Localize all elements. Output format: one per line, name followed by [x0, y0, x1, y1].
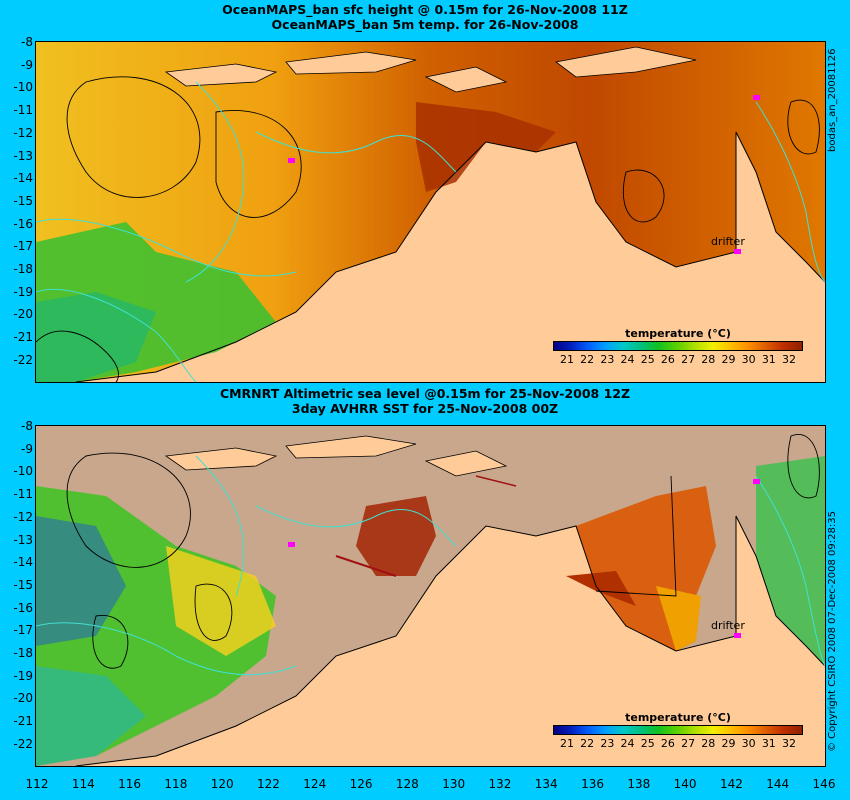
- x-tick-label: 116: [118, 777, 142, 791]
- bottom-y-tick-label: -19: [13, 668, 33, 683]
- bottom-y-tick-label: -18: [13, 646, 33, 660]
- top-y-tick-label: -11: [13, 103, 33, 118]
- bottom-colorbar-ticks: 21 22 23 24 25 26 27 28 29 30 31 32: [553, 737, 803, 750]
- top-y-tick-label: -14: [13, 171, 33, 186]
- colorbar-tick-label: 29: [721, 353, 736, 366]
- bottom-y-tick-label: -21: [13, 714, 33, 729]
- bottom-y-tick-label: -10: [13, 464, 33, 479]
- colorbar-tick-label: 31: [761, 737, 776, 750]
- x-tick-label: 134: [534, 777, 558, 791]
- bottom-title-line1: CMRNRT Altimetric sea level @0.15m for 2…: [219, 386, 631, 401]
- colorbar-tick-label: 30: [741, 737, 756, 750]
- colorbar-tick-label: 22: [580, 353, 595, 366]
- top-drifter-marker-2: [753, 95, 760, 100]
- colorbar-tick-label: 22: [580, 737, 595, 750]
- bottom-colorbar: temperature (°C) 21 22 23 24 25 26 27 28 29 30 31 3…: [553, 711, 803, 750]
- top-y-tick-label: -17: [13, 239, 33, 254]
- top-title-line2: OceanMAPS_ban 5m temp. for 26-Nov-2008: [271, 17, 579, 32]
- colorbar-tick-label: 27: [681, 737, 696, 750]
- colorbar-tick-label: 29: [721, 737, 736, 750]
- colorbar-tick-label: 26: [660, 737, 675, 750]
- x-tick-label: 140: [673, 777, 697, 791]
- top-title-line1: OceanMAPS_ban sfc height @ 0.15m for 26-…: [222, 2, 628, 17]
- colorbar-tick-label: 25: [640, 737, 655, 750]
- colorbar-tick-label: 31: [761, 353, 776, 366]
- x-tick-label: 144: [766, 777, 790, 791]
- x-tick-label: 120: [210, 777, 234, 791]
- bottom-y-tick-label: -20: [13, 691, 33, 706]
- bottom-y-tick-label: -17: [13, 623, 33, 638]
- colorbar-tick-label: 24: [620, 737, 635, 750]
- bottom-y-tick-label: -11: [13, 487, 33, 502]
- bottom-colorbar-title: temperature (°C): [625, 711, 731, 724]
- x-tick-label: 112: [25, 777, 49, 791]
- top-drifter-label: drifter: [711, 235, 745, 248]
- top-colorbar: temperature (°C) 21 22 23 24 25 26 27 28 29 30 31 3…: [553, 327, 803, 366]
- top-drifter-marker-1: [288, 158, 295, 163]
- bottom-map-panel: drifter temperature (°C) 21 22 23 24 25 26 27 2…: [35, 425, 826, 767]
- bottom-y-tick-label: -14: [13, 555, 33, 570]
- x-tick-label: 138: [627, 777, 651, 791]
- top-y-tick-label: -16: [13, 216, 33, 231]
- bottom-drifter-marker-1: [288, 542, 295, 547]
- bottom-drifter-marker-3: [734, 633, 741, 638]
- top-y-tick-label: -12: [13, 125, 33, 140]
- top-map-graphic: [36, 42, 825, 382]
- top-y-tick-label: -19: [13, 284, 33, 299]
- x-tick-label: 132: [488, 777, 512, 791]
- bottom-side-label: © Copyright CSIRO 2008 07-Dec-2008 09:28…: [827, 511, 838, 752]
- bottom-colorbar-strip: [553, 725, 803, 735]
- x-tick-label: 130: [442, 777, 466, 791]
- x-tick-label: 124: [303, 777, 327, 791]
- top-y-tick-label: -9: [21, 57, 33, 72]
- bottom-title-line2: 3day AVHRR SST for 25-Nov-2008 00Z: [291, 401, 559, 416]
- top-colorbar-title: temperature (°C): [625, 327, 731, 340]
- bottom-map-graphic: [36, 426, 825, 766]
- top-y-tick-label: -21: [13, 330, 33, 345]
- x-tick-label: 114: [71, 777, 95, 791]
- bottom-y-tick-label: -13: [13, 532, 33, 547]
- bottom-y-tick-label: -12: [13, 509, 33, 524]
- x-tick-label: 136: [581, 777, 604, 791]
- colorbar-tick-label: 27: [681, 353, 696, 366]
- top-y-tick-label: -18: [13, 262, 33, 276]
- bottom-y-tick-label: -9: [21, 441, 33, 456]
- bottom-y-tick-label: -22: [13, 736, 33, 751]
- bottom-y-tick-label: -8: [21, 419, 33, 433]
- x-tick-label: 122: [257, 777, 280, 791]
- colorbar-tick-label: 32: [782, 737, 796, 750]
- top-colorbar-ticks: 21 22 23 24 25 26 27 28 29 30 31 32: [553, 353, 803, 366]
- colorbar-tick-label: 21: [560, 353, 574, 366]
- colorbar-tick-label: 24: [620, 353, 635, 366]
- colorbar-tick-label: 28: [701, 353, 716, 366]
- top-y-tick-label: -8: [21, 35, 33, 49]
- colorbar-tick-label: 23: [600, 353, 615, 366]
- top-y-tick-label: -10: [13, 80, 33, 95]
- top-map-panel: drifter temperature (°C) 21 22 23 24 25 26 27 2…: [35, 41, 826, 383]
- colorbar-tick-label: 32: [782, 353, 796, 366]
- bottom-y-tick-label: -16: [13, 600, 33, 615]
- colorbar-tick-label: 23: [600, 737, 615, 750]
- x-tick-label: 146: [812, 777, 836, 791]
- colorbar-tick-label: 21: [560, 737, 574, 750]
- top-y-tick-label: -20: [13, 307, 33, 322]
- colorbar-tick-label: 26: [660, 353, 675, 366]
- x-tick-label: 126: [349, 777, 373, 791]
- top-drifter-marker-3: [734, 249, 741, 254]
- x-tick-label: 118: [164, 777, 188, 791]
- colorbar-tick-label: 30: [741, 353, 756, 366]
- colorbar-tick-label: 25: [640, 353, 655, 366]
- top-y-tick-label: -15: [13, 193, 33, 208]
- top-y-tick-label: -13: [13, 148, 33, 163]
- top-y-tick-label: -22: [13, 352, 33, 367]
- top-side-label: bodas_an_20081126: [827, 48, 838, 152]
- x-tick-label: 128: [395, 777, 419, 791]
- bottom-y-tick-label: -15: [13, 577, 33, 592]
- bottom-drifter-marker-2: [753, 479, 760, 484]
- top-colorbar-strip: [553, 341, 803, 351]
- x-tick-label: 142: [719, 777, 743, 791]
- colorbar-tick-label: 28: [701, 737, 716, 750]
- bottom-drifter-label: drifter: [711, 619, 745, 632]
